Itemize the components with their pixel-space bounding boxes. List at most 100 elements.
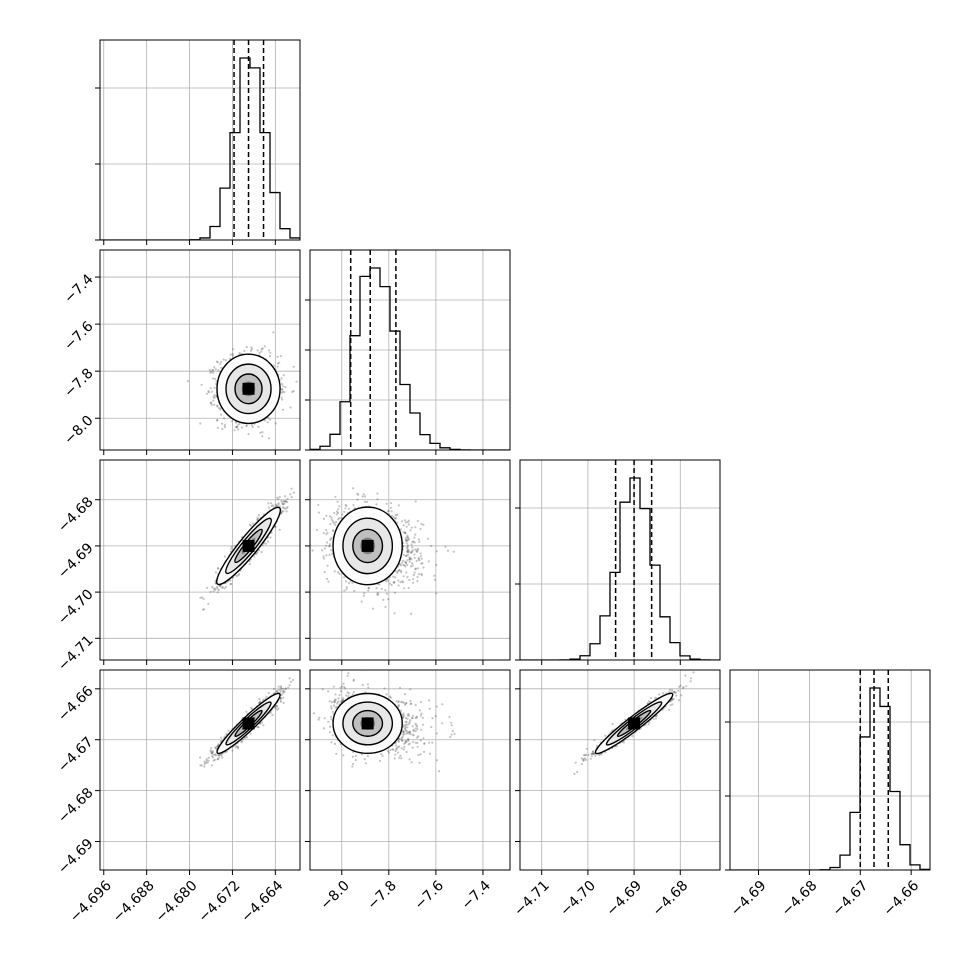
sample-point: [284, 500, 287, 503]
sample-point: [398, 569, 401, 572]
sample-point: [212, 590, 215, 593]
panel-frame: [309, 459, 511, 661]
sample-point: [244, 736, 247, 739]
sample-point: [210, 403, 213, 406]
sample-point: [199, 422, 202, 425]
sample-point: [229, 583, 232, 586]
sample-point: [405, 571, 408, 574]
sample-point: [335, 510, 339, 513]
sample-point: [270, 531, 273, 534]
sample-point: [219, 585, 222, 588]
sample-point: [272, 687, 276, 691]
sample-point: [219, 407, 222, 410]
sample-point: [435, 550, 438, 553]
sample-point: [410, 612, 413, 616]
sample-point: [403, 564, 406, 567]
sample-point: [400, 571, 403, 574]
sample-point: [211, 377, 215, 380]
sample-point: [328, 543, 331, 546]
sample-point: [402, 575, 405, 578]
panel-frame: [99, 249, 301, 451]
sample-point: [284, 500, 288, 503]
sample-point: [211, 369, 214, 372]
sample-point: [209, 749, 212, 752]
histogram-step: [520, 477, 720, 660]
sample-point: [269, 351, 272, 354]
sample-point: [357, 493, 360, 496]
sample-point: [404, 560, 407, 563]
sample-point: [405, 536, 409, 539]
sample-point: [325, 528, 328, 532]
sample-point: [213, 366, 216, 369]
sample-point: [408, 578, 411, 582]
sample-point: [409, 557, 412, 560]
sample-point: [396, 570, 399, 573]
sample-point: [328, 553, 331, 557]
sample-point: [250, 346, 253, 349]
sample-point: [382, 598, 385, 602]
sample-point: [404, 531, 407, 535]
sample-point: [420, 574, 423, 577]
sample-point: [213, 758, 216, 762]
sample-point: [292, 491, 296, 494]
sample-point: [332, 520, 335, 524]
sample-point: [212, 759, 215, 762]
sample-point: [250, 348, 253, 351]
sample-point: [249, 349, 253, 352]
sample-point: [433, 578, 437, 581]
sample-point: [275, 704, 278, 708]
sample-point: [332, 529, 335, 533]
sample-point: [444, 545, 447, 548]
sample-point: [393, 591, 396, 594]
sample-point: [412, 573, 415, 577]
sample-point: [256, 517, 260, 521]
sample-point: [407, 537, 410, 540]
sample-point: [223, 424, 226, 427]
sample-point: [407, 549, 410, 552]
sample-point: [405, 538, 408, 542]
density-peak: [242, 539, 255, 552]
sample-point: [333, 511, 336, 515]
sample-point: [219, 408, 222, 411]
sample-point: [280, 511, 283, 514]
sample-point: [236, 424, 239, 427]
sample-point: [276, 705, 279, 708]
sample-point: [420, 562, 423, 565]
sample-point: [399, 581, 402, 584]
sample-point: [285, 507, 288, 510]
sample-point: [247, 433, 250, 436]
sample-point: [333, 522, 336, 525]
sample-point: [410, 543, 413, 546]
sample-point: [322, 555, 325, 558]
sample-point: [417, 557, 420, 560]
sample-point: [408, 558, 411, 561]
sample-point: [216, 426, 219, 430]
sample-point: [406, 559, 409, 562]
sample-point: [407, 551, 410, 554]
sample-point: [329, 537, 332, 541]
histogram-panel-0: [95, 39, 301, 245]
sample-point: [210, 390, 213, 393]
sample-point: [286, 497, 289, 500]
sample-point: [394, 517, 397, 520]
sample-point: [260, 550, 263, 554]
sample-point: [209, 387, 212, 390]
sample-point: [223, 587, 226, 590]
sample-point: [408, 558, 411, 561]
sample-point: [217, 567, 220, 570]
sample-point: [208, 369, 211, 372]
sample-point: [250, 423, 253, 427]
sample-point: [272, 504, 275, 507]
sample-point: [345, 504, 348, 507]
sample-point: [200, 764, 203, 767]
sample-point: [404, 532, 407, 535]
sample-point: [420, 572, 423, 576]
sample-point: [401, 580, 404, 583]
sample-point: [419, 527, 422, 531]
sample-point: [343, 589, 346, 592]
sample-point: [276, 708, 279, 711]
sample-point: [275, 504, 278, 507]
sample-point: [231, 348, 235, 351]
sample-point: [212, 399, 215, 402]
sample-point: [277, 498, 280, 501]
